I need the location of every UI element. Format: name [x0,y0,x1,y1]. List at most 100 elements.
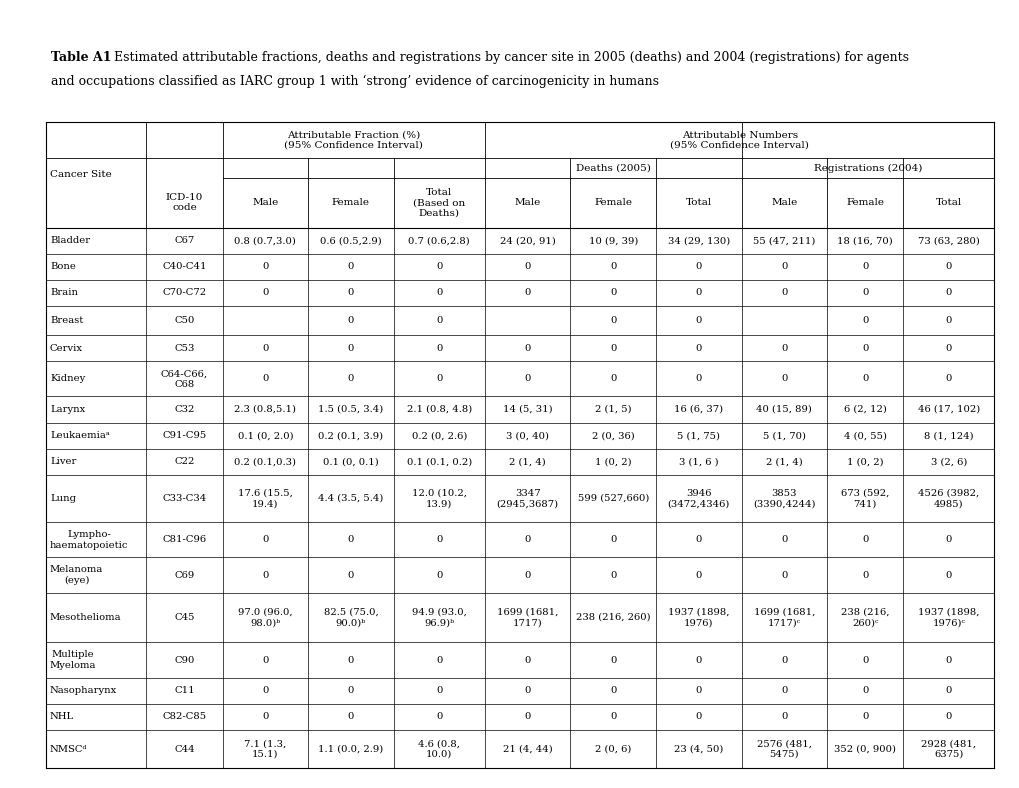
Text: Liver: Liver [50,457,76,466]
Text: 2928 (481,
6375): 2928 (481, 6375) [920,739,975,759]
Text: 0: 0 [347,344,354,353]
Text: 0: 0 [861,344,867,353]
Text: 0.8 (0.7,3.0): 0.8 (0.7,3.0) [234,236,297,245]
Text: 0: 0 [695,374,701,384]
Text: C82-C85: C82-C85 [162,712,206,721]
Text: 0: 0 [609,686,615,695]
Text: C33-C34: C33-C34 [162,494,207,503]
Text: 2576 (481,
5475): 2576 (481, 5475) [756,739,811,759]
Text: 0: 0 [609,571,615,579]
Text: 673 (592,
741): 673 (592, 741) [841,489,889,508]
Text: Total: Total [685,198,711,207]
Text: Lympho-
haematopoietic: Lympho- haematopoietic [50,530,128,549]
Text: 0: 0 [347,262,354,271]
Text: Female: Female [846,198,883,207]
Text: 0: 0 [609,535,615,545]
Text: 0: 0 [861,712,867,721]
Text: 55 (47, 211): 55 (47, 211) [752,236,815,245]
Text: 3946
(3472,4346): 3946 (3472,4346) [666,489,730,508]
Text: 0: 0 [347,656,354,664]
Text: 23 (4, 50): 23 (4, 50) [674,745,722,753]
Text: Deaths (2005): Deaths (2005) [575,164,650,173]
Text: 0: 0 [861,535,867,545]
Text: 0: 0 [609,712,615,721]
Text: 0: 0 [262,686,268,695]
Text: C40-C41: C40-C41 [162,262,207,271]
Text: 0: 0 [347,686,354,695]
Text: 0: 0 [262,262,268,271]
Text: Leukaemiaᵃ: Leukaemiaᵃ [50,431,110,440]
Text: 0: 0 [524,712,530,721]
Text: 82.5 (75.0,
90.0)ᵇ: 82.5 (75.0, 90.0)ᵇ [323,608,378,627]
Text: 8 (1, 124): 8 (1, 124) [923,431,973,440]
Text: Breast: Breast [50,316,84,325]
Text: 0: 0 [945,344,951,353]
Text: 0: 0 [609,262,615,271]
Text: 40 (15, 89): 40 (15, 89) [756,405,811,414]
Text: 0: 0 [524,571,530,579]
Text: Registrations (2004): Registrations (2004) [813,163,921,173]
Text: 0.1 (0, 2.0): 0.1 (0, 2.0) [237,431,292,440]
Text: 0: 0 [861,656,867,664]
Text: 0: 0 [524,344,530,353]
Text: 1699 (1681,
1717)ᶜ: 1699 (1681, 1717)ᶜ [753,608,814,627]
Text: 10 (9, 39): 10 (9, 39) [588,236,637,245]
Text: and occupations classified as IARC group 1 with ‘strong’ evidence of carcinogeni: and occupations classified as IARC group… [51,75,658,88]
Text: C32: C32 [174,405,195,414]
Text: C11: C11 [174,686,195,695]
Text: C90: C90 [174,656,195,664]
Text: 1.5 (0.5, 3.4): 1.5 (0.5, 3.4) [318,405,383,414]
Text: Attributable Fraction (%)
(95% Confidence Interval): Attributable Fraction (%) (95% Confidenc… [284,131,423,150]
Text: 4 (0, 55): 4 (0, 55) [843,431,886,440]
Text: C45: C45 [174,613,195,622]
Text: 34 (29, 130): 34 (29, 130) [667,236,730,245]
Text: Male: Male [514,198,540,207]
Text: 0: 0 [347,712,354,721]
Text: 0: 0 [436,571,442,579]
Text: C67: C67 [174,236,195,245]
Text: 0: 0 [262,712,268,721]
Text: 0: 0 [945,374,951,384]
Text: 0: 0 [524,288,530,297]
Text: 2 (0, 6): 2 (0, 6) [594,745,631,753]
Text: Cervix: Cervix [50,344,83,353]
Text: 0: 0 [436,712,442,721]
Text: 0: 0 [781,571,787,579]
Text: 0: 0 [262,535,268,545]
Text: 0: 0 [945,571,951,579]
Text: 0.1 (0.1, 0.2): 0.1 (0.1, 0.2) [407,457,472,466]
Text: 0: 0 [436,686,442,695]
Text: 0.2 (0.1,0.3): 0.2 (0.1,0.3) [234,457,297,466]
Text: 0: 0 [524,656,530,664]
Text: 4526 (3982,
4985): 4526 (3982, 4985) [917,489,978,508]
Text: 0: 0 [262,571,268,579]
Text: Total
(Based on
Deaths): Total (Based on Deaths) [413,188,465,217]
Text: C91-C95: C91-C95 [162,431,207,440]
Text: C81-C96: C81-C96 [162,535,206,545]
Text: 0.1 (0, 0.1): 0.1 (0, 0.1) [323,457,378,466]
Text: 73 (63, 280): 73 (63, 280) [917,236,979,245]
Text: C64-C66,
C68: C64-C66, C68 [161,370,208,388]
Text: C70-C72: C70-C72 [162,288,206,297]
Text: Male: Male [770,198,797,207]
Text: Table A1: Table A1 [51,51,111,64]
Text: Nasopharynx: Nasopharynx [50,686,117,695]
Text: 0: 0 [609,316,615,325]
Text: Kidney: Kidney [50,374,86,384]
Text: 0: 0 [609,288,615,297]
Text: 1 (0, 2): 1 (0, 2) [846,457,882,466]
Text: C53: C53 [174,344,195,353]
Text: Male: Male [252,198,278,207]
Text: 97.0 (96.0,
98.0)ᵇ: 97.0 (96.0, 98.0)ᵇ [237,608,292,627]
Text: 0: 0 [695,535,701,545]
Text: 0: 0 [781,374,787,384]
Text: 4.6 (0.8,
10.0): 4.6 (0.8, 10.0) [418,739,460,759]
Text: ICD-10
code: ICD-10 code [166,193,203,212]
Text: 0: 0 [695,344,701,353]
Text: 0: 0 [347,374,354,384]
Text: 21 (4, 44): 21 (4, 44) [502,745,552,753]
Text: 4.4 (3.5, 5.4): 4.4 (3.5, 5.4) [318,494,383,503]
Text: 0: 0 [524,374,530,384]
Text: 0: 0 [524,262,530,271]
Text: 1699 (1681,
1717): 1699 (1681, 1717) [496,608,557,627]
